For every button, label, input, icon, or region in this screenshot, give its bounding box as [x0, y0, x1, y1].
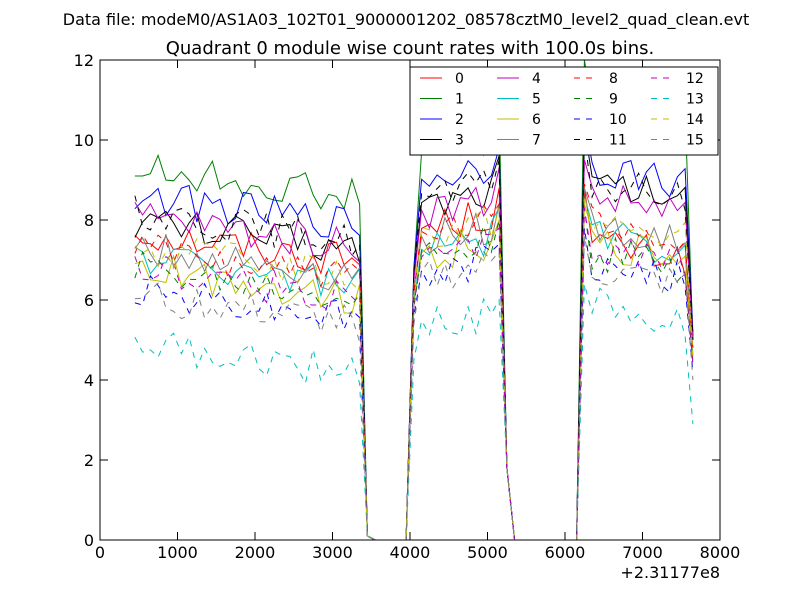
chart-title: Quadrant 0 module wise count rates with … — [166, 38, 655, 59]
x-tick-label: 5000 — [467, 543, 508, 562]
legend-label-0: 0 — [455, 71, 464, 87]
legend-box — [409, 66, 719, 156]
x-tick-label: 2000 — [235, 543, 276, 562]
legend-label-10: 10 — [609, 112, 627, 128]
y-tick-label: 2 — [84, 451, 94, 470]
x-tick-label: 7000 — [622, 543, 663, 562]
legend-label-2: 2 — [455, 112, 464, 128]
x-tick-label: 0 — [95, 543, 105, 562]
series-line-14 — [134, 195, 694, 541]
legend-label-14: 14 — [686, 112, 704, 128]
suptitle: Data file: modeM0/AS1A03_102T01_90000012… — [63, 10, 749, 30]
y-tick-label: 8 — [84, 211, 94, 230]
legend-label-1: 1 — [455, 92, 464, 108]
series-line-12 — [134, 207, 694, 541]
series-line-9 — [134, 207, 694, 541]
x-offset-label: +2.31177e8 — [620, 563, 720, 582]
legend-label-6: 6 — [532, 112, 541, 128]
legend-label-4: 4 — [532, 71, 541, 87]
legend-label-9: 9 — [609, 92, 618, 108]
x-tick-label: 4000 — [390, 543, 431, 562]
series-line-15 — [134, 235, 694, 541]
legend-label-8: 8 — [609, 71, 618, 87]
y-tick-label: 10 — [74, 131, 94, 150]
legend-label-15: 15 — [686, 133, 704, 149]
legend-label-5: 5 — [532, 92, 541, 108]
series-line-13 — [134, 283, 694, 541]
x-tick-label: 8000 — [700, 543, 741, 562]
series-line-4 — [134, 159, 694, 541]
y-tick-label: 12 — [74, 51, 94, 70]
x-tick-label: 6000 — [545, 543, 586, 562]
x-tick-label: 3000 — [312, 543, 353, 562]
axis-layer: 0 1000 2000 3000 4000 5000 6000 7000 80000246810… — [74, 51, 741, 562]
series-line-11 — [134, 135, 694, 541]
x-tick-label: 1000 — [157, 543, 198, 562]
y-tick-label: 6 — [84, 291, 94, 310]
legend-label-7: 7 — [532, 133, 541, 149]
legend-label-3: 3 — [455, 133, 464, 149]
series-layer — [134, 59, 694, 541]
legend-label-11: 11 — [609, 133, 627, 149]
series-line-10 — [134, 227, 694, 541]
legend-label-13: 13 — [686, 92, 704, 108]
y-tick-label: 4 — [84, 371, 94, 390]
y-tick-label: 0 — [84, 531, 94, 550]
legend-label-12: 12 — [686, 71, 704, 87]
series-line-5 — [134, 195, 694, 541]
series-line-8 — [134, 183, 694, 541]
